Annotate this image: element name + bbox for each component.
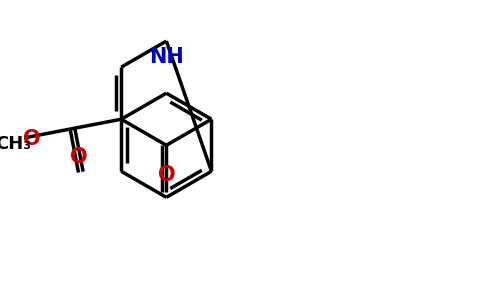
Text: NH: NH [149,47,184,67]
Text: CH₃: CH₃ [0,135,30,153]
Text: O: O [70,147,87,167]
Text: O: O [23,129,40,149]
Text: O: O [157,165,175,184]
